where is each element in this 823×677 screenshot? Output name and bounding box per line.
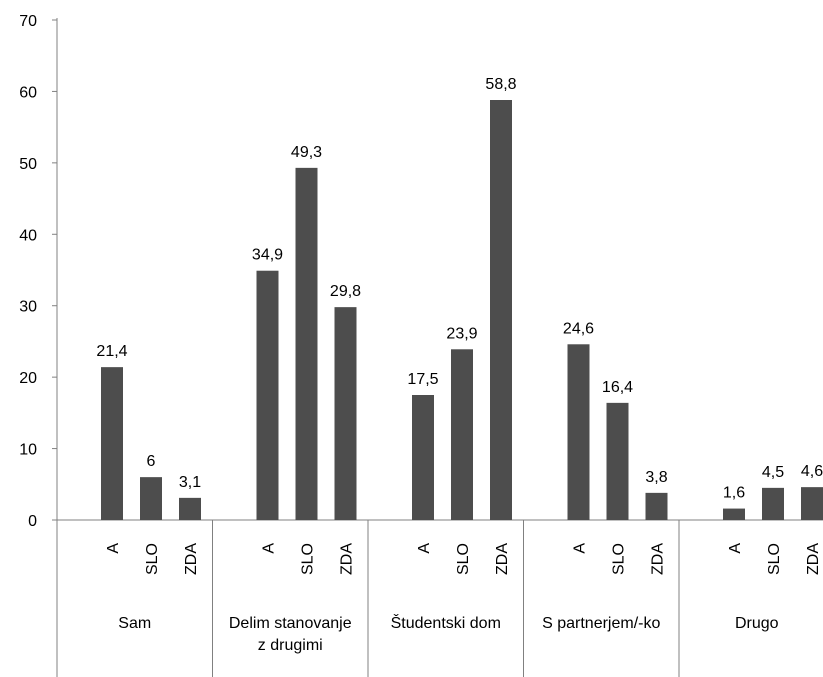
x-subcategory-label: ZDA <box>183 543 200 575</box>
x-subcategory-label: ZDA <box>494 543 511 575</box>
x-subcategory-label: SLO <box>766 543 783 575</box>
x-category-label: Sam <box>118 615 151 632</box>
bar <box>140 477 162 520</box>
data-label: 17,5 <box>407 371 438 388</box>
bar <box>179 497 201 520</box>
data-labels: 21,4 6 3,1 34,9 49,3 29,8 17,5 23,9 58,8 24,6 16,4… <box>96 76 823 502</box>
data-label: 3,1 <box>179 474 201 491</box>
y-tick-label: 10 <box>19 442 37 459</box>
x-subcategory-label: SLO <box>455 543 472 575</box>
bar <box>451 349 473 520</box>
data-label: 34,9 <box>252 247 283 264</box>
x-subcategory-label: A <box>727 543 744 554</box>
x-subcategory-label: A <box>572 543 589 554</box>
data-label: 16,4 <box>602 379 633 396</box>
x-category-label: Študentski dom <box>391 613 501 632</box>
x-category-label: S partnerjem/-ko <box>542 615 660 632</box>
bar <box>490 100 512 520</box>
y-tick-label: 50 <box>19 156 37 173</box>
data-label: 58,8 <box>485 76 516 93</box>
bar <box>101 367 123 520</box>
data-label: 3,8 <box>645 469 667 486</box>
x-subcategory-label: SLO <box>300 543 317 575</box>
data-label: 23,9 <box>446 325 477 342</box>
data-label: 4,6 <box>801 463 823 480</box>
x-category-label: Delim stanovanje <box>229 615 352 632</box>
data-label: 49,3 <box>291 144 322 161</box>
x-subcategory-label: ZDA <box>650 543 667 575</box>
x-subcategory-label: ZDA <box>805 543 822 575</box>
bar <box>412 395 434 520</box>
data-label: 29,8 <box>330 283 361 300</box>
y-tick-label: 0 <box>28 513 37 530</box>
bar <box>762 487 784 520</box>
bar <box>295 167 318 520</box>
y-tick-label: 20 <box>19 370 37 387</box>
y-axis-ticks: 0 10 20 30 40 50 60 70 <box>19 13 57 530</box>
bar <box>801 487 823 520</box>
bar <box>645 492 668 520</box>
x-subcategory-label: A <box>105 543 122 554</box>
x-subcategory-label: A <box>261 543 278 554</box>
bar <box>723 508 745 520</box>
x-category-label: Drugo <box>735 615 779 632</box>
bar <box>334 307 357 520</box>
x-subcategory-label: SLO <box>144 543 161 575</box>
x-axis-categories: A SLO ZDA Sam A SLO ZDA Delim stanovanje z drugi… <box>105 520 822 677</box>
x-category-label: z drugimi <box>258 637 323 654</box>
bar <box>256 270 279 520</box>
bars <box>101 100 823 520</box>
data-label: 24,6 <box>563 320 594 337</box>
y-tick-label: 30 <box>19 299 37 316</box>
axes <box>56 18 823 677</box>
x-subcategory-label: ZDA <box>339 543 356 575</box>
bar <box>567 344 590 520</box>
data-label: 4,5 <box>762 464 784 481</box>
y-tick-label: 70 <box>19 13 37 30</box>
y-tick-label: 60 <box>19 84 37 101</box>
bar <box>606 402 629 520</box>
data-label: 21,4 <box>96 343 127 360</box>
data-label: 1,6 <box>723 485 745 502</box>
x-subcategory-label: A <box>416 543 433 554</box>
y-tick-label: 40 <box>19 227 37 244</box>
data-label: 6 <box>147 453 156 470</box>
x-subcategory-label: SLO <box>611 543 628 575</box>
